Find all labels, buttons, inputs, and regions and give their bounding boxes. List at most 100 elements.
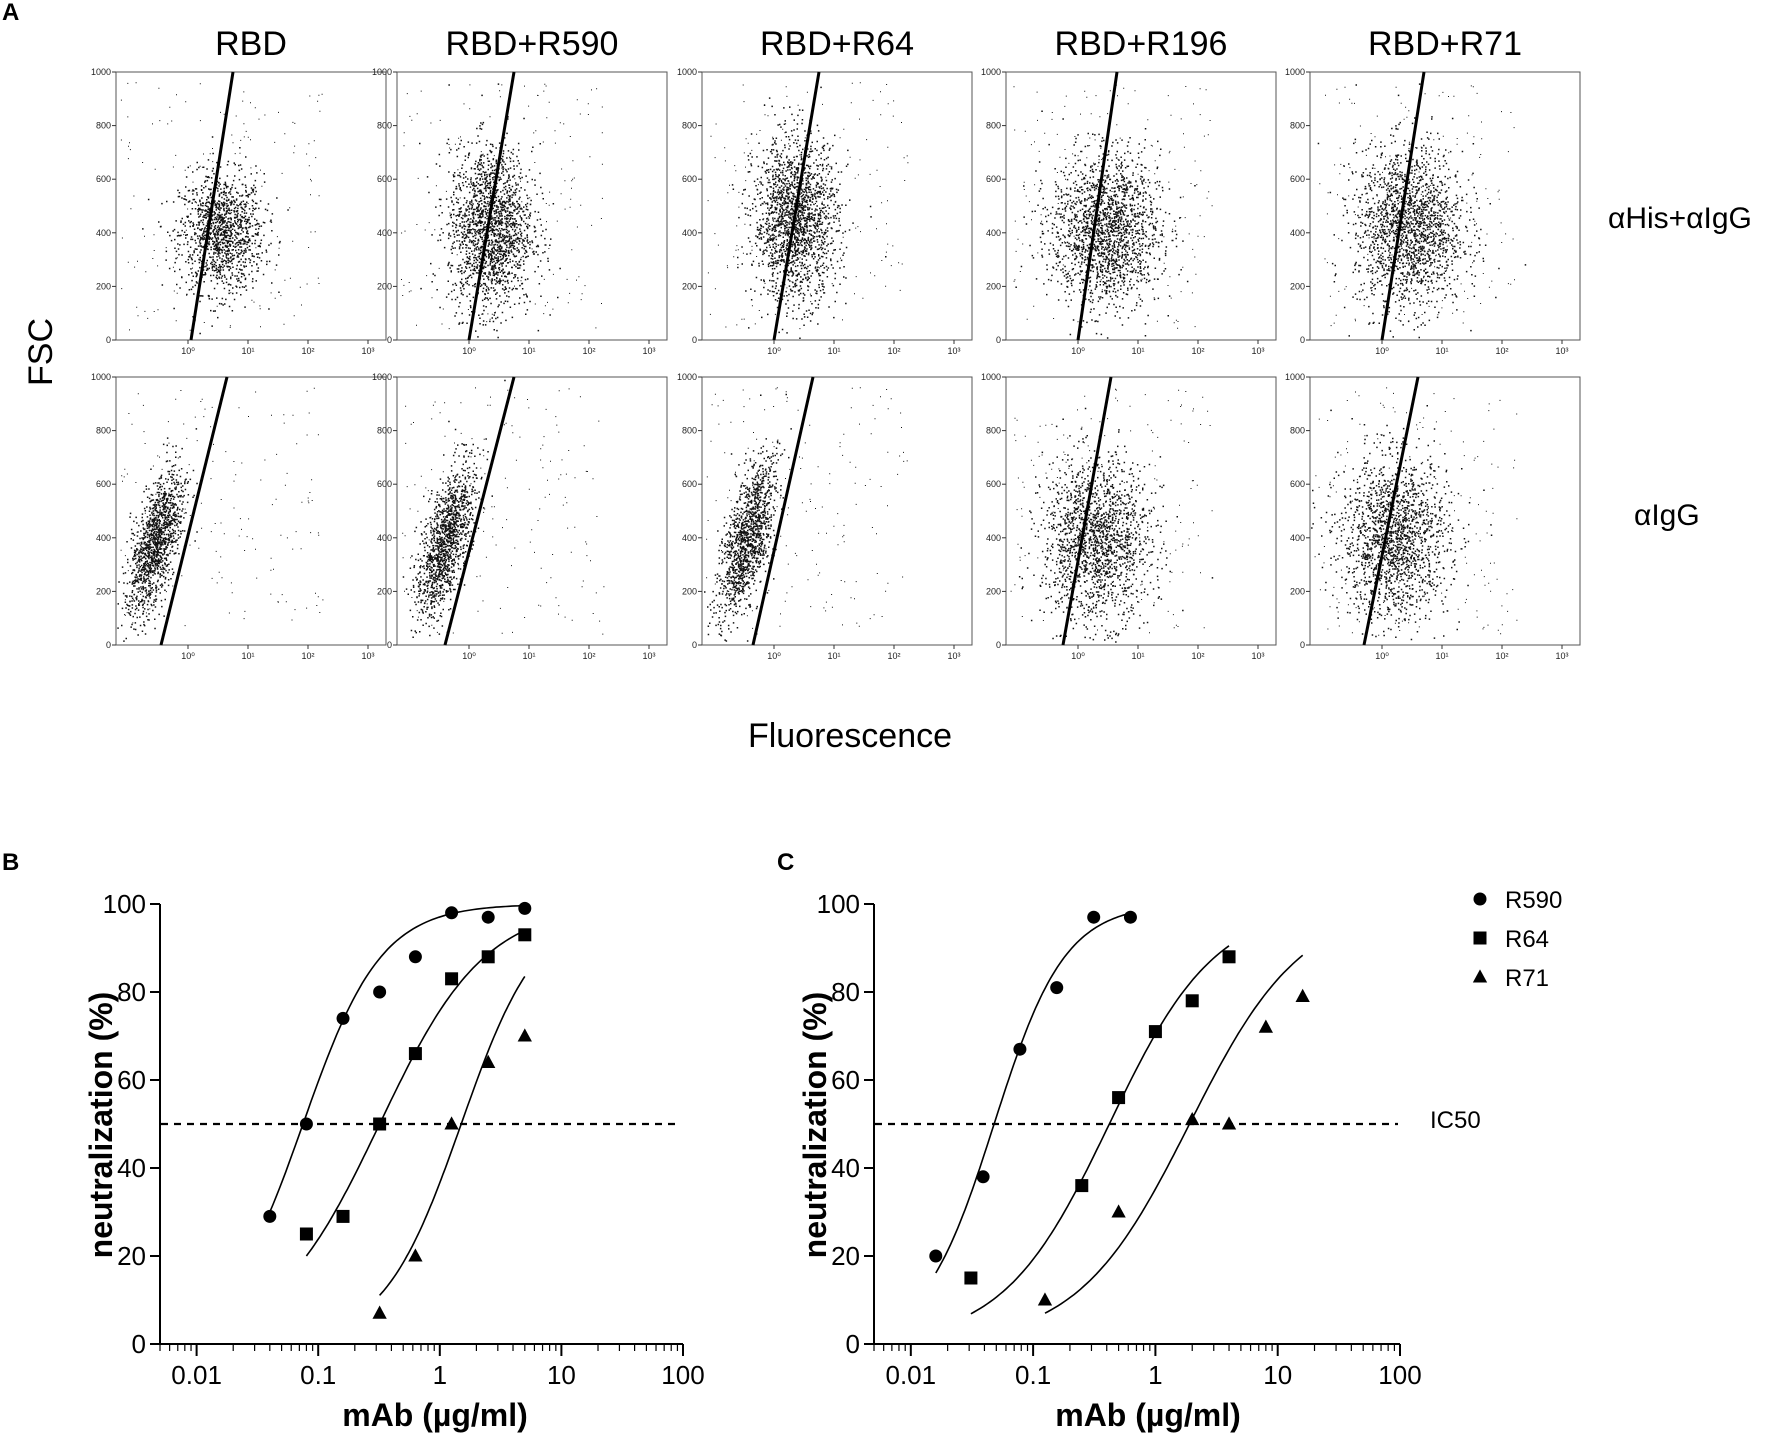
row-label: αHis+αIgG bbox=[1608, 202, 1752, 235]
y-tick-label: 0 bbox=[387, 335, 392, 345]
gate-line bbox=[751, 376, 815, 646]
x-tick-label: 10³ bbox=[1251, 346, 1264, 356]
data-point-square bbox=[518, 928, 532, 942]
y-tick-label: 200 bbox=[682, 281, 697, 291]
y-tick-label: 800 bbox=[96, 121, 111, 131]
x-tick-label: 10² bbox=[1495, 346, 1508, 356]
y-tick-label: 1000 bbox=[1285, 67, 1305, 77]
cell-events bbox=[120, 82, 323, 335]
x-tick-label: 10⁰ bbox=[181, 651, 195, 661]
y-tick-label: 400 bbox=[682, 228, 697, 238]
data-point-circle bbox=[445, 906, 459, 920]
panel-a-letter: A bbox=[2, 0, 19, 26]
fit-curve bbox=[269, 904, 525, 1213]
y-tick-label: 1000 bbox=[1285, 372, 1305, 382]
y-tick-label: 0 bbox=[106, 640, 111, 650]
x-tick-label: 10⁰ bbox=[462, 651, 476, 661]
x-tick-label: 10³ bbox=[1251, 651, 1264, 661]
y-tick-label: 200 bbox=[377, 586, 392, 596]
y-tick-label: 1000 bbox=[677, 67, 697, 77]
y-tick-label: 400 bbox=[377, 533, 392, 543]
panel-b-y-axis-label: neutralization (%) bbox=[83, 992, 119, 1259]
x-tick-label: 10¹ bbox=[522, 346, 535, 356]
gate-line bbox=[1061, 376, 1113, 646]
legend-label: R590 bbox=[1505, 887, 1562, 914]
fit-curve bbox=[935, 912, 1131, 1274]
flow-plot-frame bbox=[1309, 71, 1581, 341]
flow-plot-frame bbox=[1309, 376, 1581, 646]
y-tick-label: 0 bbox=[996, 640, 1001, 650]
x-tick-label: 10² bbox=[1191, 346, 1204, 356]
y-tick-label: 600 bbox=[377, 174, 392, 184]
panel-c-plot: 0 20 40 60 80 100 0.01 0.1 1 10 100 bbox=[817, 889, 1422, 1390]
data-point-circle bbox=[408, 950, 422, 964]
x-tick-label: 10² bbox=[301, 651, 314, 661]
data-point-circle bbox=[976, 1170, 990, 1184]
gate-line bbox=[443, 376, 516, 646]
data-point-circle bbox=[299, 1117, 313, 1131]
data-point-circle bbox=[518, 901, 532, 915]
data-point-square bbox=[964, 1271, 978, 1285]
x-tick-label: 10¹ bbox=[241, 651, 254, 661]
y-tick-label: 1000 bbox=[981, 67, 1001, 77]
data-point-square bbox=[1112, 1091, 1126, 1105]
data-point-triangle bbox=[1258, 1019, 1274, 1033]
x-tick-label: 0.1 bbox=[1015, 1360, 1051, 1390]
panel-b-x-axis-label: mAb (µg/ml) bbox=[342, 1397, 528, 1433]
y-tick-label: 600 bbox=[682, 174, 697, 184]
data-point-square bbox=[299, 1227, 313, 1241]
x-tick-label: 10³ bbox=[947, 651, 960, 661]
column-title: RBD bbox=[215, 25, 287, 63]
y-tick-label: 200 bbox=[986, 281, 1001, 291]
data-point-square bbox=[1185, 994, 1199, 1008]
y-tick-label: 0 bbox=[692, 640, 697, 650]
x-tick-label: 0.01 bbox=[171, 1360, 222, 1390]
y-tick-label: 0 bbox=[1300, 640, 1305, 650]
data-point-triangle bbox=[372, 1305, 387, 1319]
x-tick-label: 10¹ bbox=[1435, 346, 1448, 356]
x-tick-label: 10² bbox=[887, 346, 900, 356]
y-tick-label: 1000 bbox=[91, 67, 111, 77]
x-tick-label: 10 bbox=[1263, 1360, 1292, 1390]
x-tick-label: 10¹ bbox=[522, 651, 535, 661]
panel-c-x-axis-label: mAb (µg/ml) bbox=[1055, 1397, 1241, 1433]
flow-plot-frame bbox=[1005, 376, 1277, 646]
flow-plot-frame bbox=[396, 71, 668, 341]
y-tick-label: 200 bbox=[682, 586, 697, 596]
series-r590 bbox=[929, 910, 1137, 1274]
x-tick-label: 10³ bbox=[361, 651, 374, 661]
x-tick-label: 10⁰ bbox=[1375, 346, 1389, 356]
data-point-circle bbox=[1087, 910, 1101, 924]
flow-plot: 0 200 400 600 800 1000 10⁰ 10¹ 10² 10³ bbox=[372, 67, 668, 356]
flow-plot-frame bbox=[701, 376, 973, 646]
legend-label: R64 bbox=[1505, 926, 1549, 953]
y-tick-label: 40 bbox=[117, 1153, 146, 1183]
data-point-square bbox=[445, 972, 459, 986]
ic50-line-label: IC50 bbox=[1430, 1107, 1481, 1134]
data-point-square bbox=[336, 1209, 350, 1223]
flow-plot-frame bbox=[115, 71, 387, 341]
flow-plot: 0 200 400 600 800 1000 10⁰ 10¹ 10² 10³ bbox=[677, 372, 973, 661]
series-r71 bbox=[1037, 954, 1310, 1314]
y-tick-label: 600 bbox=[986, 174, 1001, 184]
legend-label: R71 bbox=[1505, 965, 1549, 992]
column-titles: RBD RBD+R590 RBD+R64 RBD+R196 RBD+R71 bbox=[215, 25, 1522, 63]
y-tick-label: 200 bbox=[377, 281, 392, 291]
column-title: RBD+R64 bbox=[760, 25, 914, 63]
y-tick-label: 400 bbox=[377, 228, 392, 238]
y-tick-label: 600 bbox=[377, 479, 392, 489]
y-tick-label: 0 bbox=[387, 640, 392, 650]
column-title: RBD+R196 bbox=[1055, 25, 1228, 63]
panel-c: C neutralization (%) mAb (µg/ml) IC50 0 2… bbox=[777, 849, 1562, 1433]
y-tick-label: 800 bbox=[377, 121, 392, 131]
gate-line bbox=[1076, 71, 1119, 341]
x-tick-label: 10⁰ bbox=[181, 346, 195, 356]
panel-a-x-axis-label: Fluorescence bbox=[748, 717, 952, 755]
y-tick-label: 80 bbox=[831, 977, 860, 1007]
y-tick-label: 0 bbox=[846, 1329, 860, 1359]
panel-b-letter: B bbox=[2, 849, 19, 876]
data-point-square bbox=[1075, 1179, 1089, 1193]
y-tick-label: 600 bbox=[96, 479, 111, 489]
x-tick-label: 10³ bbox=[1555, 346, 1568, 356]
row-label: αIgG bbox=[1634, 499, 1700, 532]
